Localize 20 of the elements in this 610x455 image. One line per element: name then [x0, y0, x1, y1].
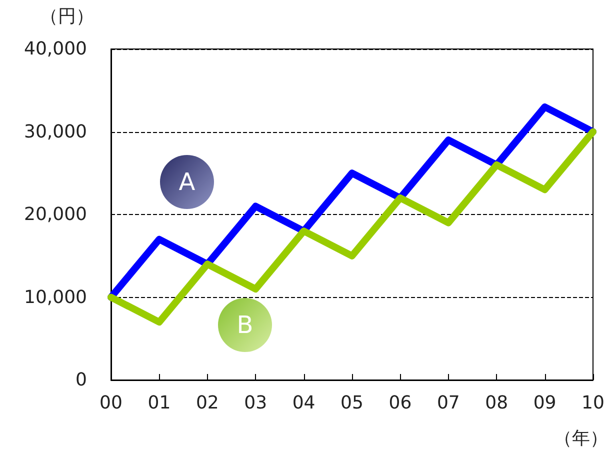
x-tick-label: 08 — [485, 392, 508, 414]
x-tick-label: 06 — [388, 392, 412, 414]
x-tick-label: 09 — [533, 392, 556, 414]
x-tick-label: 05 — [340, 392, 364, 414]
x-tick-label: 02 — [196, 392, 219, 414]
series-badge: A — [160, 155, 214, 209]
x-tick-label: 10 — [582, 392, 604, 414]
y-tick-label: 0 — [76, 370, 87, 390]
x-tick-label: 03 — [244, 392, 268, 414]
y-tick-label: 40,000 — [24, 38, 87, 60]
x-tick-label: 00 — [100, 392, 122, 414]
y-tick-label: 30,000 — [24, 121, 87, 142]
x-tick-label: 04 — [292, 392, 316, 414]
y-tick-label: 20,000 — [24, 204, 87, 225]
series-badge: B — [218, 298, 272, 352]
x-tick-label: 01 — [148, 392, 171, 414]
x-axis-title: （年） — [554, 427, 608, 450]
y-axis-title: （円） — [40, 5, 94, 28]
x-tick-label: 07 — [436, 392, 460, 414]
y-tick-label: 10,000 — [24, 286, 87, 308]
